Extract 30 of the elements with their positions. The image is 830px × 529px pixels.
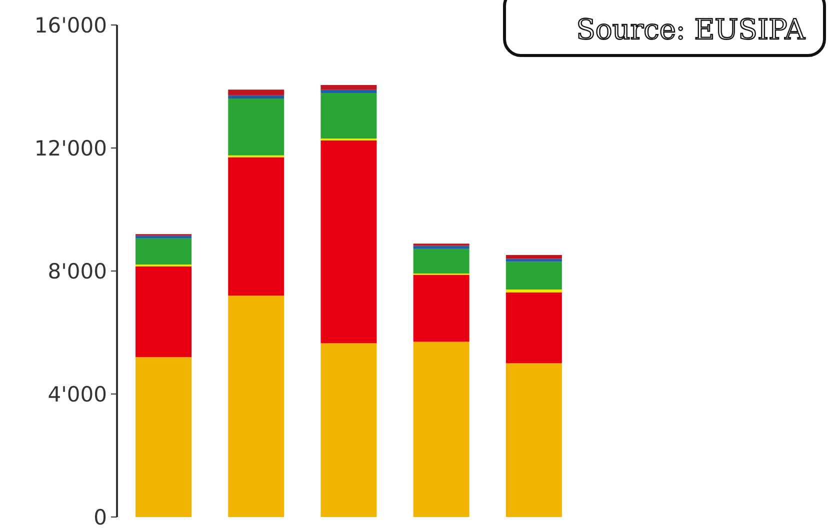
bar [413, 274, 470, 342]
y-tick-label: 8'000 [48, 259, 107, 284]
y-tick-label: 4'000 [48, 382, 107, 406]
y-tick-label: 12'000 [34, 136, 107, 160]
bar [228, 98, 284, 156]
bar [320, 343, 377, 517]
bar [506, 258, 562, 262]
bar [506, 363, 562, 517]
bar [136, 238, 192, 265]
source-box: Source: EUSIPA [503, 0, 826, 57]
bar [320, 84, 377, 90]
y-tick-label: 0 [94, 505, 107, 529]
bar [506, 289, 562, 293]
bar [320, 90, 377, 93]
bar [228, 90, 284, 96]
bar [228, 95, 284, 98]
bar [228, 157, 284, 296]
bar [413, 342, 470, 517]
bar [136, 266, 192, 358]
y-tick-label: 16'000 [34, 13, 107, 38]
bar [228, 296, 284, 517]
bar [136, 236, 192, 238]
bar [506, 262, 562, 290]
bar [413, 246, 470, 249]
bar [320, 140, 377, 344]
bar [506, 292, 562, 364]
bar [320, 92, 377, 138]
bar [136, 357, 192, 517]
bar [413, 248, 470, 274]
bar [506, 255, 562, 259]
